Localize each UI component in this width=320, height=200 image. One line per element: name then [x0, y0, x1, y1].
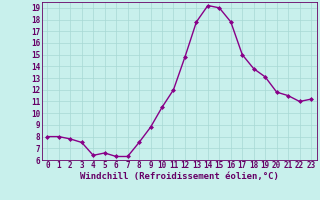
X-axis label: Windchill (Refroidissement éolien,°C): Windchill (Refroidissement éolien,°C) [80, 172, 279, 181]
